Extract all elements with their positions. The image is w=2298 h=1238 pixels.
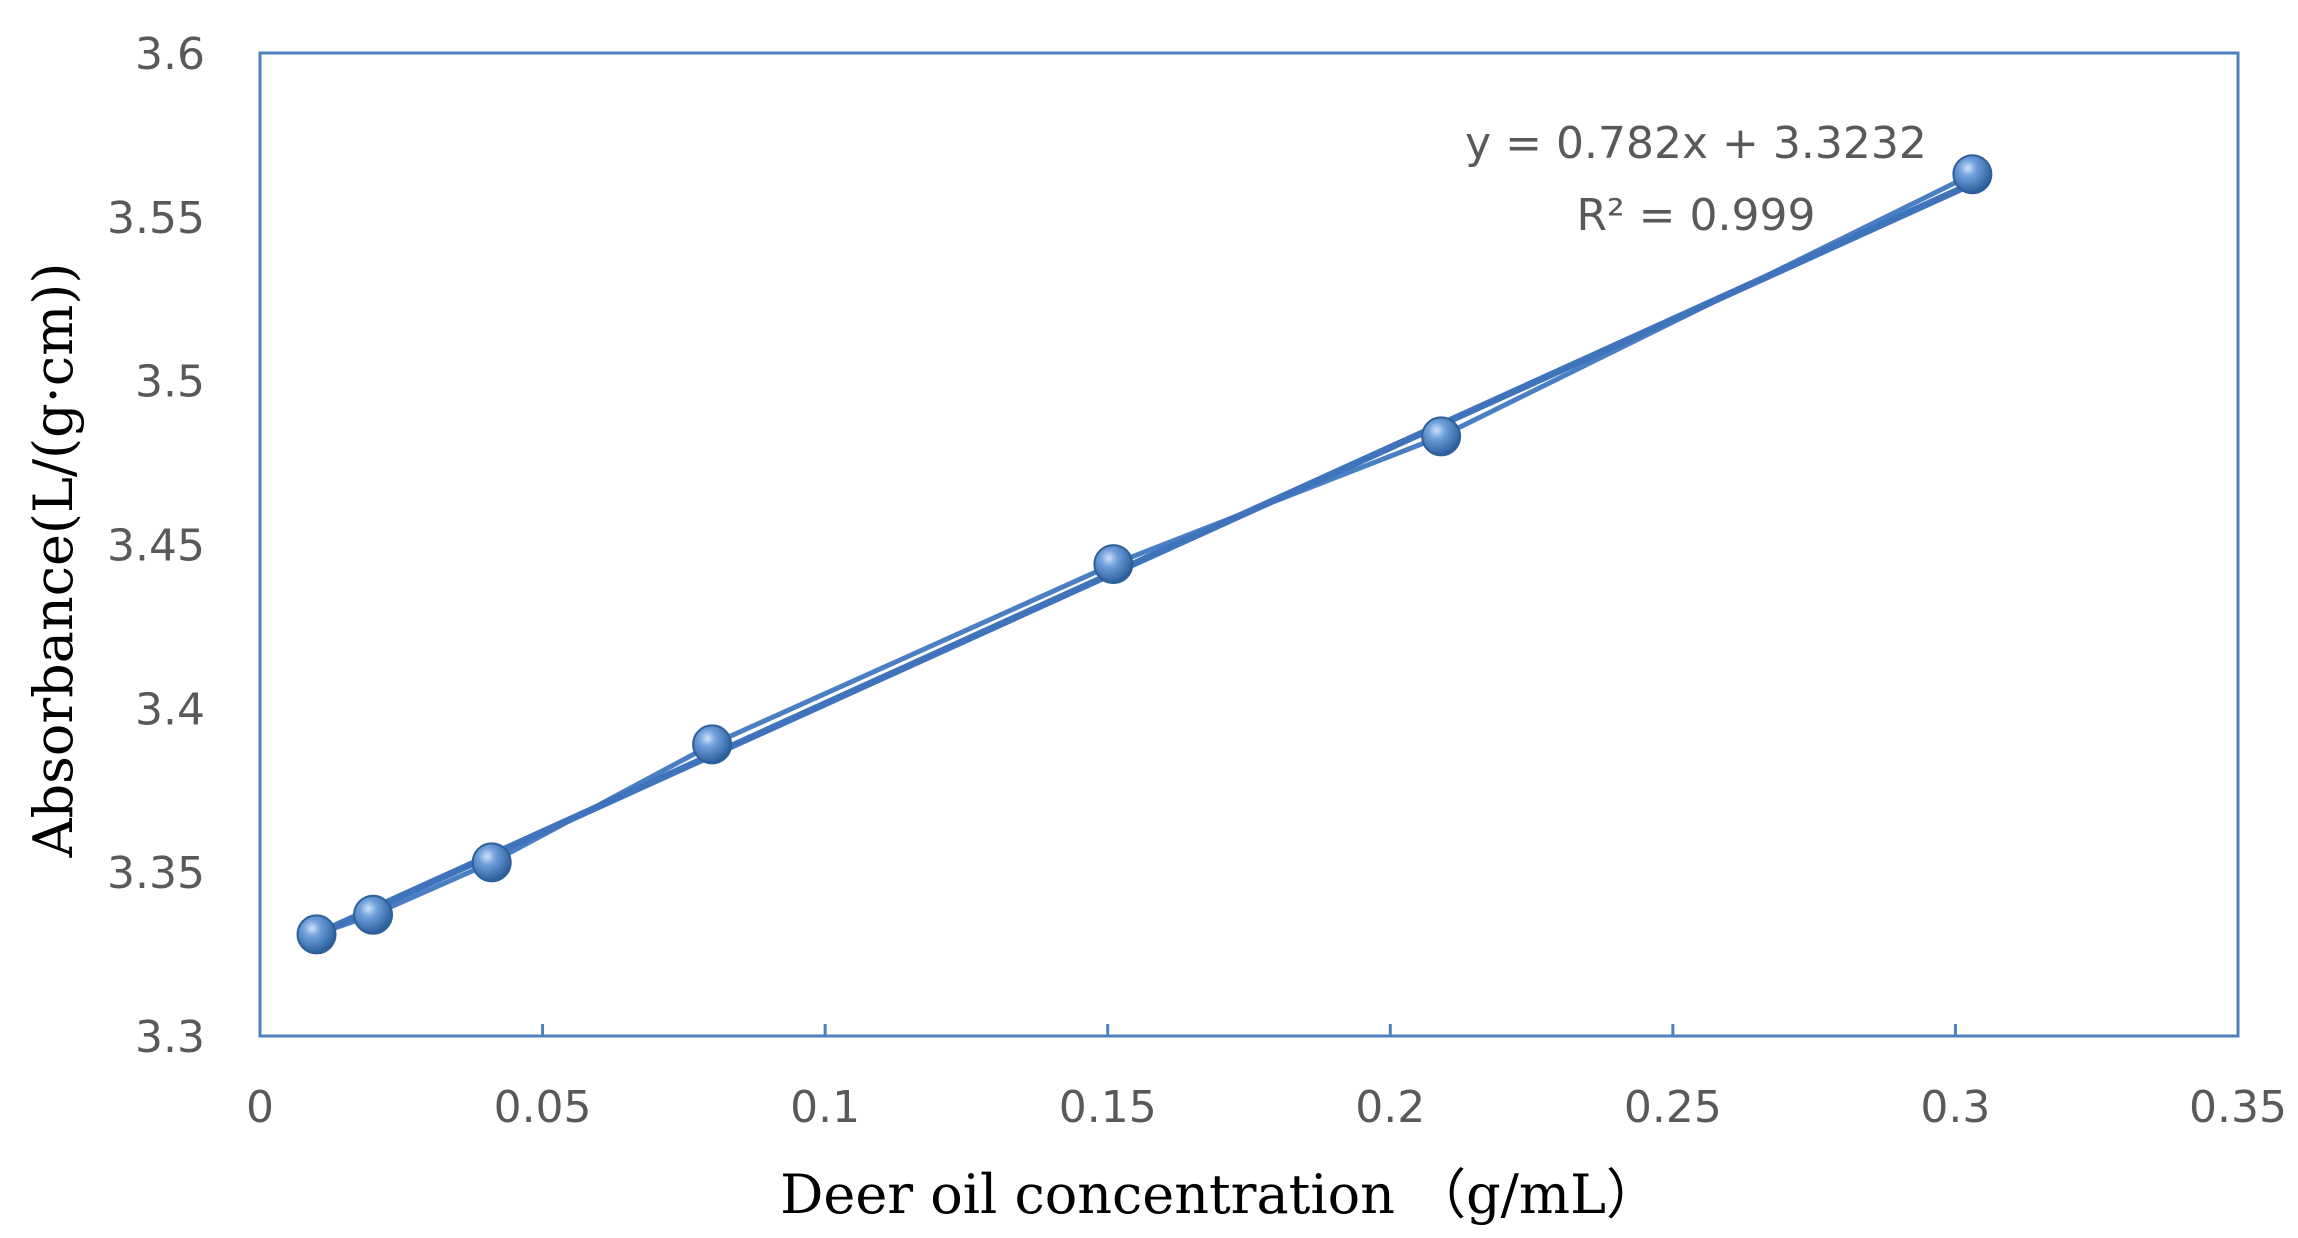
data-point <box>471 842 512 883</box>
y-axis-title: Absorbance(L/(g·cm)) <box>22 263 85 859</box>
x-tick-label: 0.2 <box>1355 1082 1425 1133</box>
y-tick-label: 3.45 <box>107 521 205 572</box>
data-point <box>296 914 337 955</box>
x-tick-label: 0 <box>246 1082 274 1133</box>
trendline-equation: y = 0.782x + 3.3232 <box>1465 118 1927 169</box>
x-tick-label: 0.35 <box>2189 1082 2287 1133</box>
y-tick-label: 3.35 <box>107 848 205 899</box>
x-tick-label: 0.15 <box>1059 1082 1157 1133</box>
y-axis-tick-labels: 3.3 3.35 3.4 3.45 3.5 3.55 3.6 <box>107 29 205 1063</box>
x-axis-title: Deer oil concentration （g/mL） <box>780 1163 1660 1226</box>
data-point <box>1093 544 1134 585</box>
data-points <box>296 154 1993 955</box>
x-tick-label: 0.1 <box>790 1082 860 1133</box>
x-tick-label: 0.05 <box>494 1082 592 1133</box>
x-axis-tick-labels: 0 0.05 0.1 0.15 0.2 0.25 0.3 0.35 <box>246 1082 2287 1133</box>
x-axis-ticks <box>541 1024 1957 1036</box>
data-point <box>692 724 733 765</box>
data-point <box>1952 154 1993 195</box>
y-tick-label: 3.3 <box>135 1012 205 1063</box>
data-point <box>1421 416 1462 457</box>
data-point <box>353 894 394 935</box>
trendline-r-squared: R² = 0.999 <box>1576 190 1815 241</box>
x-tick-label: 0.25 <box>1624 1082 1722 1133</box>
y-tick-label: 3.55 <box>107 193 205 244</box>
x-tick-label: 0.3 <box>1920 1082 1990 1133</box>
plot-area <box>258 51 2240 1038</box>
y-tick-label: 3.4 <box>135 684 205 735</box>
trendline <box>313 180 1976 938</box>
y-tick-label: 3.6 <box>135 29 205 80</box>
trendline-group <box>313 180 1976 938</box>
y-tick-label: 3.5 <box>135 357 205 408</box>
